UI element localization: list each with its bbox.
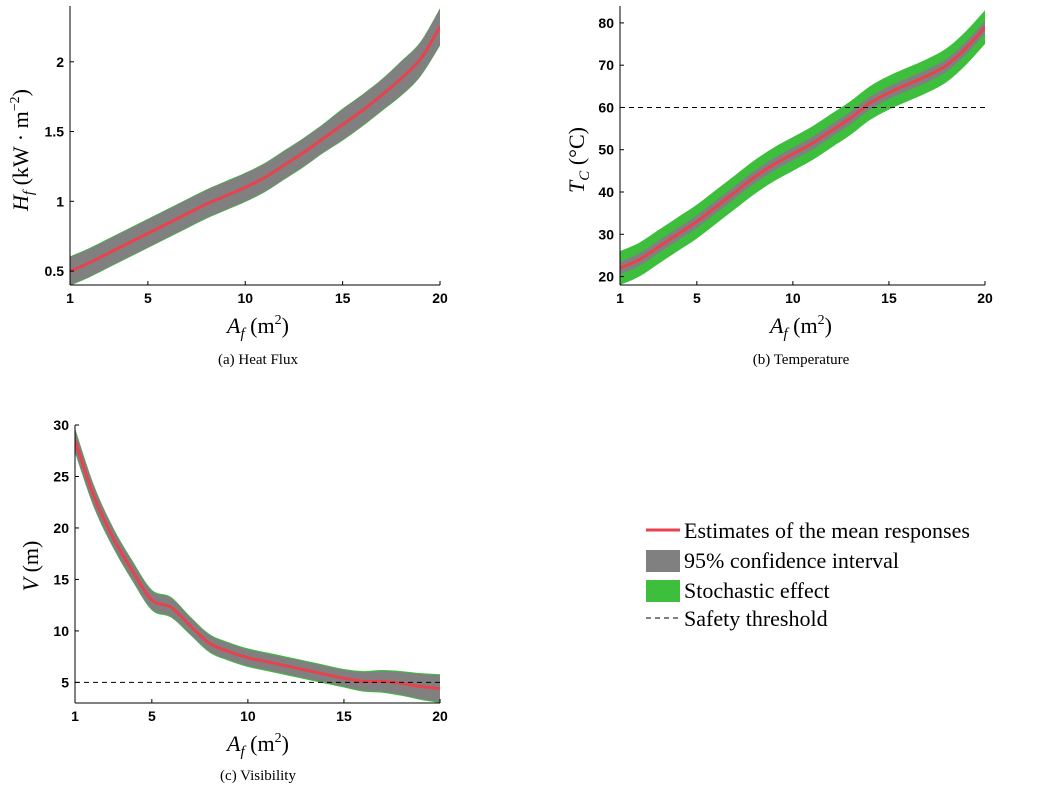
heat-flux-confidence-band: [70, 8, 440, 285]
temperature-y-tick-label: 30: [598, 226, 614, 242]
visibility-y-tick-label: 10: [53, 623, 69, 639]
legend-ci-swatch: [646, 550, 680, 572]
legend-threshold-label: Safety threshold: [684, 606, 828, 631]
temperature-x-tick-label: 5: [693, 290, 701, 306]
visibility-x-tick-label: 10: [240, 708, 256, 724]
visibility-caption: (c) Visibility: [220, 768, 296, 784]
temperature-caption: (b) Temperature: [753, 352, 850, 368]
visibility-y-tick-label: 20: [53, 520, 69, 536]
svg-text:V (m): V (m): [18, 541, 43, 592]
heat-flux-x-axis-label: Af (m2): [225, 313, 289, 342]
temperature-series-group: [620, 10, 985, 285]
visibility-y-tick-label: 15: [53, 571, 69, 587]
visibility-x-axis-label: Af (m2): [225, 731, 289, 760]
temperature-y-tick-label: 20: [598, 269, 614, 285]
visibility-x-tick-label: 5: [148, 708, 156, 724]
temperature-x-tick-label: 20: [977, 290, 993, 306]
legend-stochastic-swatch: [646, 580, 680, 602]
svg-text:Af (m2): Af (m2): [225, 313, 289, 342]
heat-flux-x-tick-label: 20: [432, 290, 448, 306]
temperature-y-tick-label: 50: [598, 142, 614, 158]
temperature-y-tick-label: 60: [598, 99, 614, 115]
visibility-y-tick-label: 30: [53, 417, 69, 433]
heat-flux-x-tick-label: 1: [66, 290, 74, 306]
visibility-y-tick-label: 25: [53, 468, 69, 484]
heat-flux-caption: (a) Heat Flux: [218, 352, 298, 368]
svg-text:Af (m2): Af (m2): [225, 731, 289, 760]
temperature-y-tick-label: 70: [598, 57, 614, 73]
temperature-x-tick-label: 1: [616, 290, 624, 306]
svg-text:Hf (kW · m−2): Hf (kW · m−2): [8, 89, 37, 212]
heat-flux-y-axis-label: Hf (kW · m−2): [8, 89, 37, 212]
legend-stochastic-label: Stochastic effect: [684, 578, 830, 603]
heat-flux-plot-area: 1 5 10 15 200.511.52: [45, 6, 448, 306]
svg-text:Af (m2): Af (m2): [768, 313, 832, 342]
legend-mean-label: Estimates of the mean responses: [684, 518, 970, 543]
temperature-x-tick-label: 10: [785, 290, 801, 306]
temperature-y-tick-label: 80: [598, 15, 614, 31]
visibility-series-group: [75, 428, 440, 703]
heat-flux-panel: 1 5 10 15 200.511.52 Hf (kW · m−2) Af (m2) (…: [8, 6, 448, 368]
heat-flux-x-tick-label: 10: [237, 290, 253, 306]
temperature-x-tick-label: 15: [881, 290, 897, 306]
visibility-x-tick-label: 15: [336, 708, 352, 724]
heat-flux-y-tick-label: 0.5: [45, 263, 65, 279]
heat-flux-y-tick-label: 1.5: [45, 124, 65, 140]
visibility-y-axis-label: V (m): [18, 541, 43, 592]
temperature-mean-line: [620, 26, 985, 270]
legend: Estimates of the mean responses 95% conf…: [646, 518, 970, 631]
visibility-confidence-band: [75, 429, 440, 702]
heat-flux-y-tick-label: 2: [56, 54, 64, 70]
visibility-y-tick-label: 5: [61, 674, 69, 690]
visibility-x-tick-label: 1: [71, 708, 79, 724]
temperature-y-tick-label: 40: [598, 184, 614, 200]
heat-flux-x-tick-label: 5: [144, 290, 152, 306]
heat-flux-series-group: [70, 8, 440, 285]
heat-flux-y-tick-label: 1: [56, 193, 64, 209]
legend-ci-label: 95% confidence interval: [684, 548, 899, 573]
temperature-x-axis-label: Af (m2): [768, 313, 832, 342]
visibility-mean-line: [75, 439, 440, 691]
heat-flux-x-tick-label: 15: [335, 290, 351, 306]
heat-flux-mean-line: [70, 26, 440, 273]
temperature-y-axis-label: TC (°C): [564, 127, 593, 193]
svg-text:TC (°C): TC (°C): [564, 127, 593, 193]
visibility-x-tick-label: 20: [432, 708, 448, 724]
